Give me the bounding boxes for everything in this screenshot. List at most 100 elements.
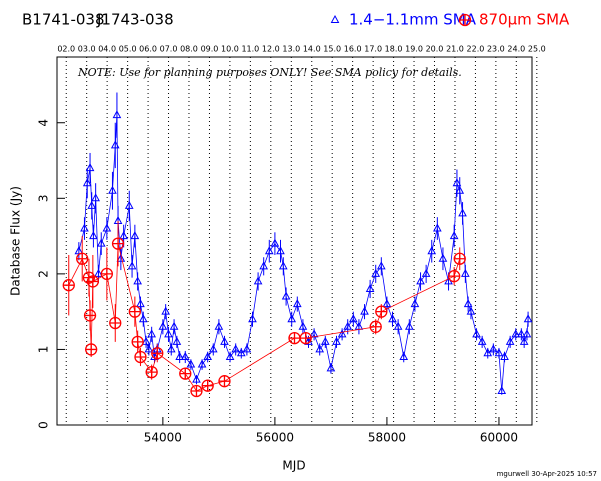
triangle-marker <box>438 253 448 262</box>
triangle-marker <box>231 344 241 353</box>
triangle-marker <box>85 163 95 172</box>
circle-plus-marker <box>447 269 461 283</box>
triangle-marker <box>365 283 375 292</box>
triangle-marker <box>253 276 263 285</box>
triangle-marker <box>186 359 196 368</box>
year-tick-label: 22.0 <box>467 45 485 54</box>
triangle-marker <box>259 261 269 270</box>
triangle-marker <box>519 336 529 345</box>
y-tick-label: 2 <box>37 270 51 278</box>
triangle-marker <box>91 193 100 202</box>
circle-plus-marker <box>201 379 214 392</box>
marker-cross <box>300 332 312 344</box>
triangle-marker <box>455 185 465 194</box>
triangle-marker <box>175 351 185 360</box>
x-tick-label: 54000 <box>144 431 182 445</box>
marker-cross <box>448 270 460 282</box>
year-tick-label: 19.0 <box>405 45 423 54</box>
marker-cross <box>202 380 214 392</box>
marker-cross <box>134 351 146 363</box>
triangle-marker <box>264 246 274 255</box>
triangle-marker <box>208 344 218 353</box>
triangle-marker <box>214 321 224 330</box>
chart-subtitle: J1743-038 <box>96 11 174 29</box>
year-tick-label: 07.0 <box>160 45 178 54</box>
triangle-marker <box>463 299 473 308</box>
triangle-marker <box>197 359 207 368</box>
triangle-marker <box>147 329 157 338</box>
triangle-marker <box>376 261 386 270</box>
triangle-marker <box>180 351 190 360</box>
y-tick-label: 1 <box>37 346 51 354</box>
circle-plus-marker <box>375 305 388 318</box>
triangle-marker <box>166 344 176 353</box>
year-tick-label: 06.0 <box>139 45 157 54</box>
triangle-marker <box>410 299 420 308</box>
triangle-marker <box>89 231 98 240</box>
circle-plus-marker <box>179 367 192 380</box>
year-tick-label: 05.0 <box>119 45 137 54</box>
year-tick-label: 02.0 <box>57 45 75 54</box>
y-tick-label: 3 <box>37 194 51 202</box>
footer: mgurwell 30-Apr-2025 10:57 <box>497 470 597 478</box>
triangle-marker <box>315 344 325 353</box>
marker-cross <box>179 368 191 380</box>
circle-plus-marker <box>109 316 122 330</box>
triangle-marker <box>500 351 509 360</box>
year-tick-label: 18.0 <box>385 45 403 54</box>
x-tick-label: 56000 <box>256 431 294 445</box>
triangle-marker <box>141 336 151 345</box>
triangle-marker <box>461 268 470 277</box>
circle-plus-marker <box>62 279 75 292</box>
triangle-marker <box>399 351 409 360</box>
triangle-marker <box>343 321 353 330</box>
triangle-marker <box>449 231 459 240</box>
triangle-marker <box>489 344 498 353</box>
triangle-marker <box>432 223 442 232</box>
y-axis-label: Database Flux (Jy) <box>9 186 23 296</box>
marker-cross <box>459 14 471 26</box>
x-tick-label: 60000 <box>480 431 518 445</box>
year-tick-label: 23.0 <box>487 45 505 54</box>
plot-frame <box>56 56 533 426</box>
circle-plus-marker <box>369 320 382 333</box>
triangle-marker <box>337 329 347 338</box>
triangle-marker <box>96 238 106 247</box>
triangle-marker <box>133 276 142 285</box>
triangle-marker <box>458 208 467 217</box>
triangle-marker <box>421 268 431 277</box>
circle-plus-marker <box>218 375 231 388</box>
annotation: NOTE: Use for planning purposes ONLY! Se… <box>77 66 462 79</box>
year-tick-label: 03.0 <box>78 45 96 54</box>
triangle-marker <box>169 321 179 330</box>
circle-plus-marker <box>151 347 164 360</box>
circle-plus-marker <box>86 275 99 288</box>
triangle-marker <box>497 385 507 394</box>
triangle-marker <box>124 200 134 209</box>
triangle-marker <box>130 231 140 240</box>
triangle-marker <box>393 321 403 330</box>
triangle-marker <box>427 246 437 255</box>
triangle-marker <box>119 231 128 240</box>
triangle-marker <box>116 253 126 262</box>
year-tick-label: 04.0 <box>98 45 116 54</box>
y-tick-label: 4 <box>37 119 51 127</box>
triangle-marker <box>138 314 148 323</box>
triangle-marker <box>278 261 288 270</box>
triangle-marker <box>192 374 201 383</box>
marker-cross <box>101 268 113 280</box>
triangle-marker <box>94 268 103 277</box>
triangle-marker <box>330 14 340 23</box>
circle-plus-marker <box>288 331 301 345</box>
triangle-marker <box>276 246 285 255</box>
circle-plus-marker <box>100 267 114 281</box>
triangle-marker <box>203 351 213 360</box>
triangle-marker <box>236 348 246 357</box>
triangle-marker <box>505 336 515 345</box>
marker-cross <box>289 332 300 344</box>
circle-plus-marker <box>83 309 97 322</box>
marker-cross <box>63 279 75 291</box>
marker-cross <box>85 343 97 355</box>
x-tick-label: 58000 <box>368 431 406 445</box>
triangle-marker <box>292 299 302 308</box>
